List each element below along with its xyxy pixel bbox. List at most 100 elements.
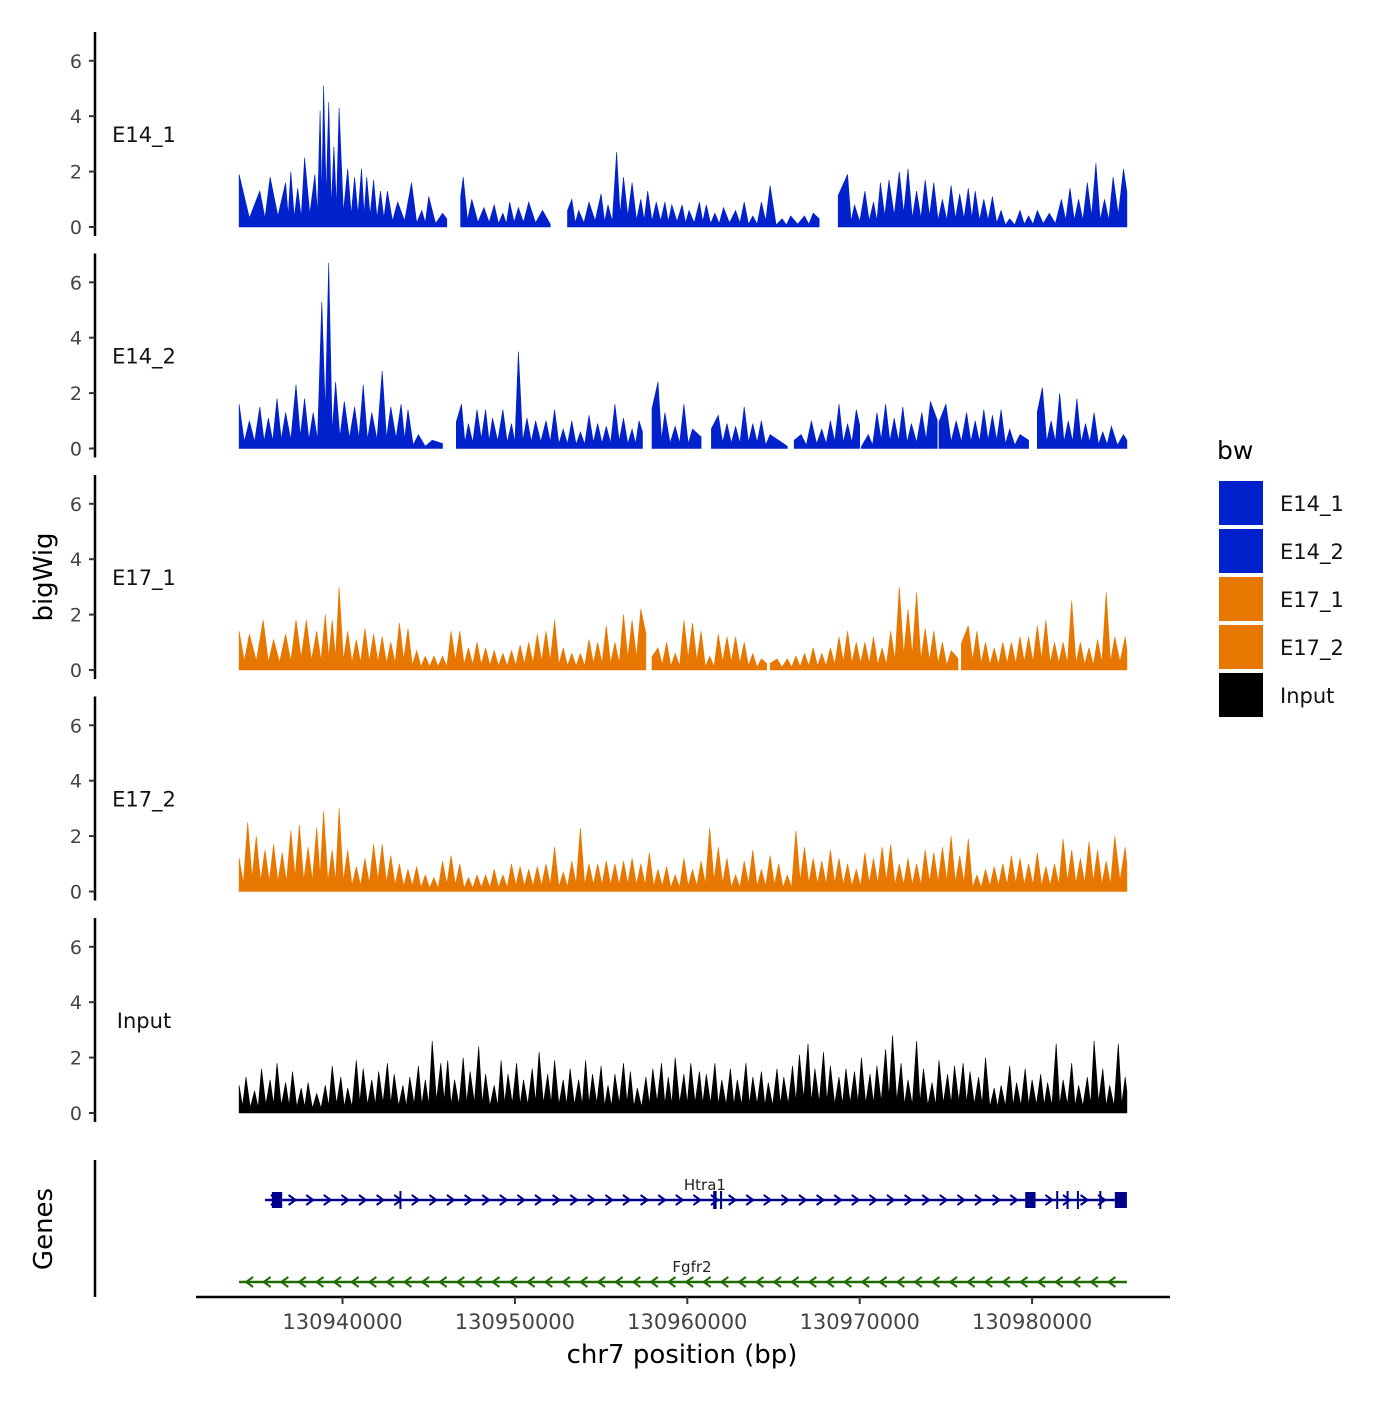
signal-area: [651, 620, 767, 671]
x-tick-label: 130950000: [455, 1310, 575, 1334]
legend-swatch: [1219, 625, 1263, 669]
x-axis-label: chr7 position (bp): [567, 1340, 798, 1370]
signal-area: [456, 351, 643, 449]
strand-arrow: [287, 1194, 298, 1206]
signal-area: [837, 163, 1128, 228]
legend-item-e14-2: E14_2: [1219, 529, 1344, 573]
y-tick-label: 6: [70, 937, 82, 959]
strand-arrow: [543, 1276, 553, 1288]
signal-area: [238, 1035, 1128, 1114]
strand-arrow: [684, 1276, 694, 1288]
strand-arrow: [965, 1276, 976, 1288]
strand-arrow: [1089, 1276, 1099, 1288]
signal-area: [793, 404, 860, 449]
strand-arrow: [385, 1276, 395, 1288]
strand-arrow: [649, 1276, 659, 1288]
strand-arrow: [358, 1194, 368, 1206]
y-tick-label: 4: [70, 771, 82, 793]
strand-arrow: [886, 1194, 896, 1206]
track-label: Input: [117, 1009, 171, 1033]
exon: [271, 1192, 283, 1208]
gene-track: Htra1 Fgfr2: [93, 1160, 1127, 1297]
strand-arrow: [763, 1194, 773, 1206]
signal-area: [460, 177, 551, 228]
strand-arrow: [473, 1276, 483, 1288]
strand-arrow: [807, 1276, 817, 1288]
legend-label: E14_2: [1280, 540, 1344, 565]
legend-swatch: [1219, 481, 1263, 525]
strand-arrow: [1044, 1194, 1055, 1206]
strand-arrow: [261, 1276, 272, 1288]
strand-arrow: [340, 1194, 351, 1206]
exon: [399, 1191, 402, 1209]
legend-item-input: Input: [1219, 673, 1334, 717]
strand-arrow: [367, 1276, 377, 1288]
signal-tracks: 0 2 4 6 E14_1 0 2 4 6 E14_2 0 2 4 6 E17_1 0 2 4 6 E17_2 0 2 4 6…: [70, 32, 1128, 1125]
strand-arrow: [596, 1276, 606, 1288]
signal-area: [238, 85, 448, 228]
track-e17-1: 0 2 4 6 E17_1: [70, 475, 1128, 682]
exon: [1025, 1192, 1036, 1208]
strand-arrow: [499, 1194, 509, 1206]
strand-arrow: [737, 1276, 747, 1288]
strand-arrow: [332, 1276, 342, 1288]
gene-fgfr2: Fgfr2: [239, 1258, 1127, 1288]
strand-arrow: [428, 1194, 439, 1206]
strand-arrow: [930, 1276, 941, 1288]
strand-arrow: [789, 1276, 800, 1288]
strand-arrow: [956, 1194, 967, 1206]
exon: [1099, 1191, 1102, 1209]
strand-arrow: [305, 1194, 315, 1206]
strand-arrow: [437, 1276, 448, 1288]
strand-arrow: [534, 1194, 544, 1206]
strand-arrow: [561, 1276, 571, 1288]
strand-arrow: [903, 1194, 914, 1206]
signal-area: [567, 152, 820, 228]
strand-arrow: [349, 1276, 360, 1288]
strand-arrow: [798, 1194, 808, 1206]
legend-swatch: [1219, 577, 1263, 621]
legend-swatch: [1219, 529, 1263, 573]
strand-arrow: [991, 1194, 1002, 1206]
legend-label: Input: [1280, 684, 1334, 708]
strand-arrow: [815, 1194, 826, 1206]
y-tick-label: 2: [70, 383, 82, 405]
strand-arrow: [772, 1276, 782, 1288]
strand-arrow: [1106, 1276, 1117, 1288]
track-label: E14_2: [112, 345, 176, 370]
strand-arrow: [279, 1276, 289, 1288]
strand-arrow: [860, 1276, 870, 1288]
x-tick-label: 130960000: [627, 1310, 747, 1334]
strand-arrow: [983, 1276, 993, 1288]
genes-track-label: Genes: [29, 1188, 59, 1270]
track-label: E17_2: [112, 788, 176, 813]
strand-arrow: [463, 1194, 474, 1206]
strand-arrow: [402, 1276, 413, 1288]
strand-arrow: [639, 1194, 650, 1206]
signal-area: [1037, 387, 1128, 449]
strand-arrow: [631, 1276, 641, 1288]
x-axis: 130940000 130950000 130960000 130970000 1309…: [196, 1295, 1170, 1334]
strand-arrow: [244, 1276, 254, 1288]
y-tick-label: 2: [70, 1048, 82, 1070]
exon: [713, 1191, 717, 1209]
strand-arrow: [516, 1194, 527, 1206]
strand-arrow: [692, 1194, 703, 1206]
strand-arrow: [1062, 1194, 1072, 1206]
y-tick-label: 2: [70, 826, 82, 848]
strand-arrow: [868, 1194, 879, 1206]
strand-arrow: [913, 1276, 923, 1288]
legend: E14_1 E14_2 E17_1 E17_2 Input: [1219, 481, 1344, 717]
strand-arrow: [411, 1194, 421, 1206]
x-tick-label: 130980000: [972, 1310, 1092, 1334]
strand-arrow: [314, 1276, 325, 1288]
y-tick-label: 6: [70, 715, 82, 737]
strand-arrow: [701, 1276, 712, 1288]
signal-area: [238, 586, 647, 671]
signal-area: [861, 401, 938, 449]
exon: [1056, 1191, 1059, 1209]
strand-arrow: [613, 1276, 624, 1288]
strand-arrow: [974, 1194, 984, 1206]
y-tick-label: 0: [70, 439, 82, 461]
